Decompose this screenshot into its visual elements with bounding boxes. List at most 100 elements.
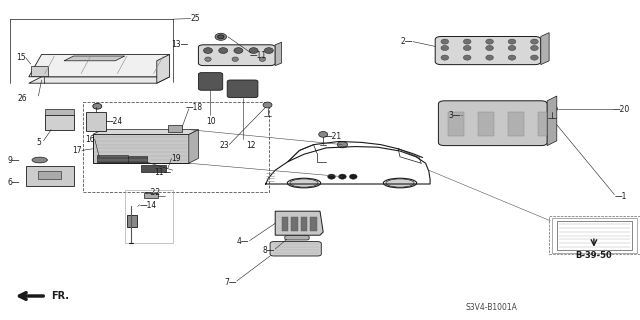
Polygon shape (478, 112, 494, 136)
Text: 16: 16 (85, 135, 95, 144)
Text: 15: 15 (16, 53, 26, 62)
Text: 13—: 13— (172, 40, 189, 49)
Bar (125, 190, 173, 243)
Polygon shape (168, 125, 182, 132)
Polygon shape (38, 171, 61, 179)
Ellipse shape (328, 174, 335, 179)
Ellipse shape (486, 39, 493, 44)
Ellipse shape (486, 55, 493, 60)
Text: 3—: 3— (448, 111, 461, 120)
Ellipse shape (383, 178, 417, 188)
Polygon shape (275, 211, 323, 235)
Text: 6—: 6— (8, 178, 20, 187)
Text: 11—: 11— (154, 168, 172, 177)
Ellipse shape (441, 45, 449, 51)
Bar (301, 217, 307, 231)
Ellipse shape (218, 35, 224, 39)
Text: —22: —22 (144, 188, 161, 197)
Polygon shape (508, 112, 524, 136)
Ellipse shape (463, 45, 471, 51)
Ellipse shape (264, 48, 273, 53)
Bar (97, 155, 128, 162)
Bar (128, 156, 147, 162)
Ellipse shape (205, 57, 211, 61)
FancyBboxPatch shape (198, 45, 275, 66)
Ellipse shape (461, 111, 489, 119)
Ellipse shape (349, 174, 357, 179)
Polygon shape (448, 112, 464, 136)
Polygon shape (64, 56, 125, 61)
Text: 17: 17 (72, 146, 82, 155)
Ellipse shape (234, 48, 243, 53)
Text: 4—: 4— (237, 237, 250, 246)
Text: 23: 23 (220, 141, 229, 150)
Text: 5: 5 (36, 138, 42, 147)
Ellipse shape (249, 48, 258, 53)
Ellipse shape (508, 39, 516, 44)
Polygon shape (29, 77, 170, 83)
Bar (144, 193, 158, 198)
Ellipse shape (215, 33, 227, 40)
Text: —24: —24 (106, 117, 123, 126)
FancyBboxPatch shape (198, 73, 223, 90)
Polygon shape (26, 166, 74, 186)
Polygon shape (86, 112, 106, 131)
Polygon shape (93, 134, 189, 163)
Bar (127, 215, 137, 227)
Ellipse shape (463, 55, 471, 60)
Ellipse shape (204, 48, 212, 53)
Ellipse shape (508, 45, 516, 51)
Polygon shape (29, 54, 170, 77)
Polygon shape (275, 42, 282, 66)
Text: 10: 10 (206, 117, 216, 126)
Text: 8—: 8— (263, 246, 275, 255)
FancyBboxPatch shape (227, 80, 258, 98)
Text: 9—: 9— (8, 156, 20, 164)
Ellipse shape (232, 57, 238, 61)
Text: 25: 25 (191, 14, 200, 23)
Ellipse shape (287, 178, 321, 188)
Ellipse shape (486, 45, 493, 51)
Text: 12: 12 (246, 141, 255, 150)
Bar (83, 102, 269, 192)
Ellipse shape (508, 55, 516, 60)
Ellipse shape (263, 102, 272, 108)
Text: B-39-50: B-39-50 (575, 252, 612, 260)
Bar (549, 216, 640, 254)
Ellipse shape (531, 55, 538, 60)
Ellipse shape (441, 55, 449, 60)
FancyBboxPatch shape (285, 236, 309, 240)
Ellipse shape (93, 103, 102, 109)
Polygon shape (45, 115, 74, 130)
Text: 2—: 2— (401, 37, 413, 46)
Polygon shape (93, 130, 198, 134)
Ellipse shape (337, 141, 348, 148)
Text: —1: —1 (614, 192, 627, 201)
Ellipse shape (531, 45, 538, 51)
Polygon shape (189, 130, 198, 163)
Ellipse shape (259, 57, 266, 61)
Polygon shape (547, 96, 557, 146)
FancyBboxPatch shape (270, 242, 321, 256)
Bar (557, 221, 632, 250)
Ellipse shape (319, 132, 328, 137)
Polygon shape (541, 33, 549, 65)
Text: —14: —14 (140, 201, 157, 210)
Bar (310, 217, 317, 231)
Ellipse shape (32, 157, 47, 163)
Ellipse shape (386, 179, 414, 187)
Ellipse shape (339, 174, 346, 179)
Polygon shape (157, 54, 170, 83)
Ellipse shape (531, 39, 538, 44)
Polygon shape (538, 112, 554, 136)
Ellipse shape (547, 106, 557, 112)
Bar (141, 165, 166, 172)
Bar (291, 217, 298, 231)
Text: 26: 26 (18, 94, 28, 103)
Text: FR.: FR. (51, 291, 69, 301)
Ellipse shape (219, 48, 228, 53)
Ellipse shape (463, 39, 471, 44)
Text: —18: —18 (186, 103, 203, 112)
Text: 7—: 7— (224, 278, 237, 287)
Ellipse shape (290, 179, 318, 187)
